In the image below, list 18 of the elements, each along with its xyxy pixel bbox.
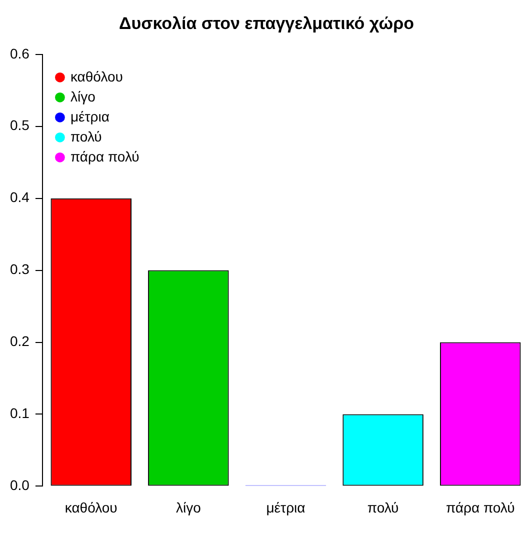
legend-label: λίγο [70,88,96,104]
x-tick-label: πολύ [367,499,399,516]
legend-label: πάρα πολύ [70,148,140,164]
y-tick-label: 0.4 [10,189,30,206]
chart-title: Δυσκολία στον επαγγελματικό χώρο [118,14,414,33]
x-tick-label: μέτρια [266,499,306,516]
legend-label: πολύ [70,128,102,144]
legend-label: καθόλου [70,68,123,84]
y-tick-label: 0.0 [10,477,30,494]
y-tick-label: 0.1 [10,405,30,422]
legend-label: μέτρια [70,108,110,124]
x-tick-label: πάρα πολύ [446,499,515,516]
x-tick-label: καθόλου [64,499,118,516]
y-tick-label: 0.3 [10,261,30,278]
y-tick-label: 0.6 [10,45,30,62]
x-tick-label: λίγο [176,499,202,516]
y-tick-label: 0.5 [10,117,30,134]
y-tick-label: 0.2 [10,333,30,350]
